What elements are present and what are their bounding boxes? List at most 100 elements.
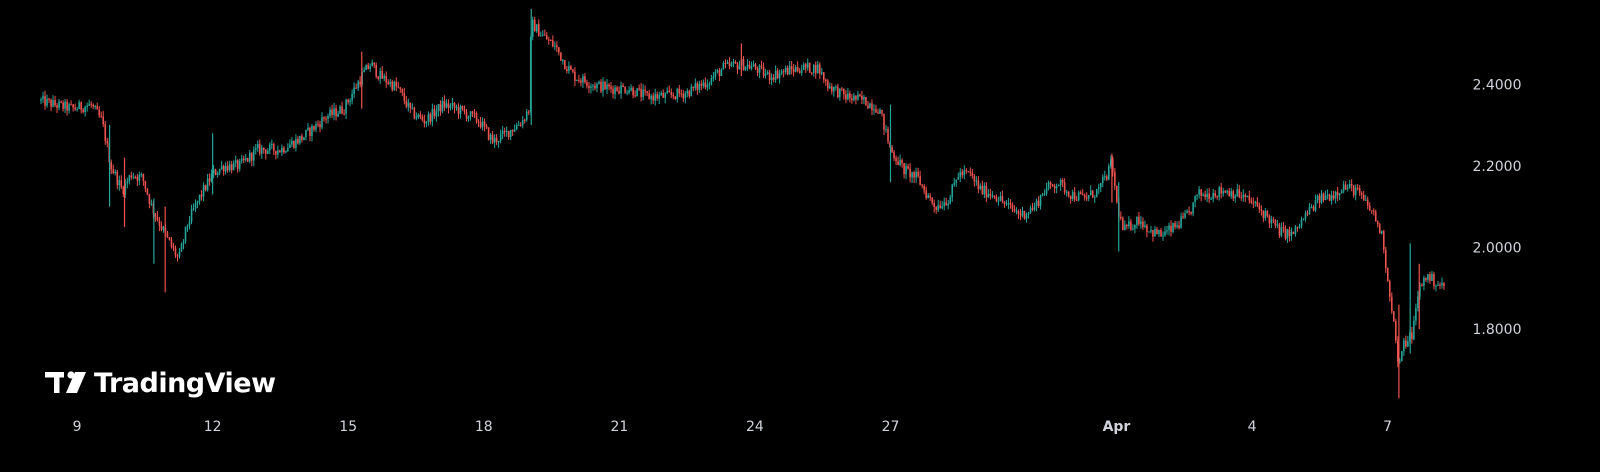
candle-body — [1041, 194, 1044, 196]
candle-body — [796, 66, 799, 72]
candle-body — [497, 141, 500, 143]
candle-body — [1234, 195, 1237, 199]
candle-body — [457, 107, 460, 114]
candle-body — [473, 113, 476, 115]
candle-body — [279, 150, 281, 153]
candle-body — [252, 149, 255, 161]
candle-body — [1009, 203, 1012, 205]
candle-body — [218, 169, 221, 174]
candle-body — [507, 130, 510, 138]
y-tick-label: 2.0000 — [1473, 240, 1522, 256]
candle-body — [60, 101, 62, 103]
candle-body — [600, 81, 602, 92]
candle-body — [1150, 230, 1152, 232]
candle-body — [658, 95, 661, 99]
candle-body — [407, 102, 410, 107]
candle-body — [246, 158, 249, 162]
candle-body — [1411, 332, 1413, 340]
candle-body — [1134, 225, 1136, 229]
candle-body — [435, 110, 438, 117]
x-tick-label: 24 — [746, 419, 764, 435]
candle-body — [654, 94, 656, 101]
candle-body — [1200, 189, 1202, 196]
candle-body — [810, 72, 813, 74]
candle-body — [598, 81, 600, 84]
candle-body — [646, 91, 648, 94]
candle-body — [678, 88, 681, 94]
candle-body — [961, 171, 964, 176]
candle-body — [648, 93, 650, 100]
price-axis[interactable]: 2.4000 2.2000 2.0000 1.8000 — [1473, 77, 1522, 338]
candle-body — [250, 152, 253, 161]
candle-body — [818, 64, 821, 74]
candle-body — [371, 62, 373, 67]
candle-body — [417, 114, 420, 118]
candle-body — [405, 100, 408, 107]
candle-body — [543, 34, 546, 36]
candle-body — [1019, 214, 1022, 216]
candle-body — [180, 244, 183, 252]
candle-body — [1132, 228, 1134, 230]
candle-body — [684, 93, 687, 99]
candle-body — [1360, 193, 1363, 195]
candle-body — [680, 93, 683, 95]
candle-body — [718, 70, 721, 76]
candle-body — [863, 97, 865, 100]
candle-body — [1140, 221, 1142, 225]
candle-body — [515, 124, 518, 130]
candle-body — [594, 85, 596, 89]
candle-body — [614, 87, 616, 94]
candle-body — [1065, 191, 1068, 193]
candle-body — [273, 144, 275, 151]
candle-body — [419, 114, 422, 117]
candle-body — [351, 93, 353, 101]
candle-body — [1142, 221, 1144, 228]
candle-body — [359, 81, 361, 85]
candle-body — [1029, 208, 1032, 213]
candle-body — [1188, 211, 1190, 213]
candle-body — [1386, 268, 1389, 282]
candle-body — [377, 76, 380, 79]
candle-body — [969, 171, 972, 173]
candle-body — [1027, 212, 1030, 215]
candle-body — [734, 61, 737, 64]
candle-body — [487, 127, 490, 140]
candle-body — [973, 175, 976, 182]
candle-body — [192, 208, 195, 210]
candle-body — [1250, 200, 1253, 203]
candle-body — [831, 86, 833, 92]
candle-body — [1395, 321, 1397, 341]
candle-body — [1043, 193, 1046, 195]
time-axis[interactable]: 9 12 15 18 21 24 27 Apr 4 7 — [73, 419, 1392, 435]
candle-body — [670, 92, 673, 95]
candle-body — [150, 203, 153, 205]
candle-body — [812, 64, 815, 73]
candle-body — [931, 197, 933, 204]
candle-body — [1136, 216, 1138, 226]
candle-body — [1099, 182, 1102, 188]
candle-body — [295, 138, 297, 148]
candle-body — [138, 174, 141, 181]
candle-body — [1083, 194, 1086, 198]
candle-body — [100, 115, 103, 117]
tradingview-watermark[interactable]: TradingView — [45, 368, 276, 399]
candle-body — [1282, 227, 1285, 229]
candle-body — [1152, 230, 1154, 237]
candle-body — [1308, 206, 1311, 215]
candle-body — [895, 158, 897, 162]
candle-body — [574, 71, 576, 81]
candle-body — [913, 172, 915, 178]
candle-body — [871, 103, 873, 111]
candle-body — [345, 99, 347, 114]
candle-body — [592, 85, 594, 87]
candle-body — [644, 89, 646, 92]
candle-body — [477, 121, 480, 123]
candle-body — [208, 178, 211, 182]
candle-body — [1144, 225, 1146, 228]
candle-body — [907, 166, 909, 169]
candle-body — [794, 66, 797, 72]
candle-body — [929, 195, 931, 198]
candle-body — [429, 114, 432, 122]
